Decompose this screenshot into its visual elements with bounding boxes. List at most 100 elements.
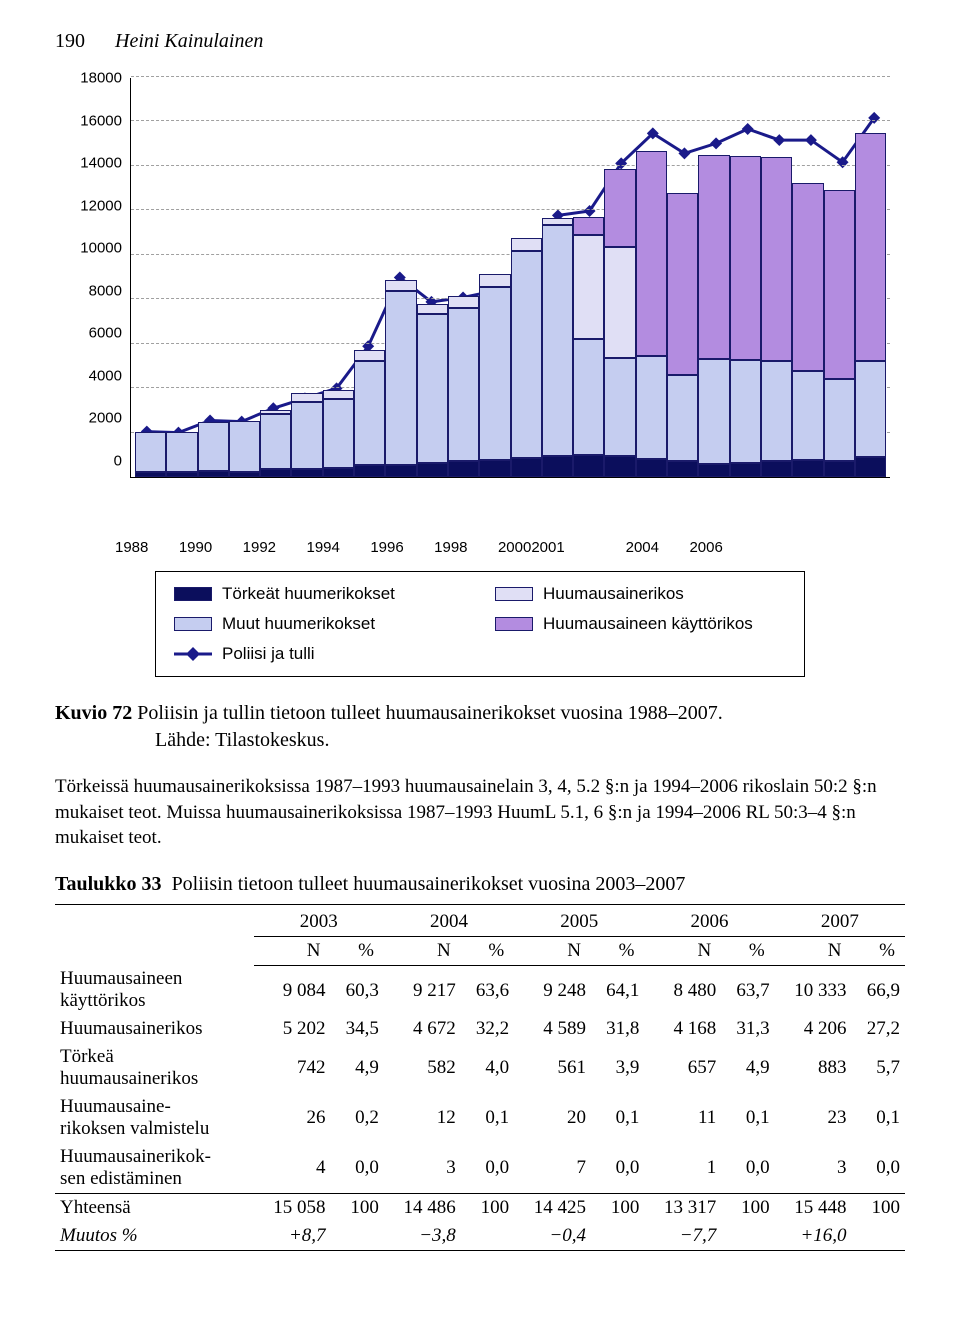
x-tick — [404, 539, 434, 556]
bar — [448, 296, 479, 477]
table-title: Taulukko 33 Poliisin tietoon tulleet huu… — [55, 873, 905, 896]
cell: 0,0 — [721, 1143, 774, 1194]
x-tick — [212, 539, 242, 556]
bar-segment — [229, 421, 260, 472]
y-tick: 0 — [70, 452, 122, 469]
bar-segment — [698, 359, 729, 463]
cell: 26 — [254, 1093, 331, 1143]
bar — [855, 133, 886, 477]
bar — [229, 421, 260, 477]
bar-segment — [855, 361, 886, 457]
legend-label: Törkeät huumerikokset — [222, 584, 395, 604]
bar-segment — [730, 360, 761, 462]
table-row: Törkeähuumausainerikos7424,95824,05613,9… — [55, 1043, 905, 1093]
caption-text: Poliisin ja tullin tietoon tulleet huuma… — [137, 702, 723, 724]
bar-segment — [792, 460, 823, 477]
cell: 63,7 — [721, 965, 774, 1015]
bar — [260, 410, 291, 477]
cell: 27,2 — [852, 1015, 905, 1043]
cell: 100 — [721, 1194, 774, 1223]
bar — [417, 304, 448, 477]
table-row: Huumausainerikok-sen edistäminen40,030,0… — [55, 1143, 905, 1194]
col-pct: % — [331, 936, 384, 965]
cell: 5 202 — [254, 1015, 331, 1043]
bar-segment — [730, 156, 761, 360]
legend-item: Muut huumerikokset — [174, 614, 465, 634]
bar-segment — [573, 235, 604, 339]
cell: 582 — [384, 1043, 461, 1093]
y-tick: 14000 — [70, 155, 122, 172]
color-swatch — [495, 617, 533, 631]
cell: 14 486 — [384, 1194, 461, 1223]
cell: 23 — [775, 1093, 852, 1143]
bar-segment — [761, 157, 792, 361]
bar-segment — [636, 151, 667, 355]
bar-segment — [479, 287, 510, 460]
x-tick — [276, 539, 306, 556]
x-tick: 2006 — [689, 539, 722, 556]
bar-segment — [291, 402, 322, 469]
x-axis: 1988199019921994199619982000200120042006 — [115, 533, 875, 556]
cell: 60,3 — [331, 965, 384, 1015]
cell: 1 — [644, 1143, 721, 1194]
table-year: 2004 — [384, 904, 514, 936]
color-swatch — [495, 587, 533, 601]
bar-segment — [824, 461, 855, 477]
bar-segment — [855, 133, 886, 362]
col-n: N — [514, 936, 591, 965]
cell: 4 — [254, 1143, 331, 1194]
x-tick — [784, 539, 814, 556]
table-prefix: Taulukko 33 — [55, 873, 162, 895]
cell: 4,9 — [721, 1043, 774, 1093]
x-tick — [723, 539, 753, 556]
x-tick: 1996 — [370, 539, 403, 556]
cell: 3,9 — [591, 1043, 644, 1093]
cell: 0,1 — [721, 1093, 774, 1143]
bar-segment — [448, 461, 479, 477]
bar-segment — [667, 193, 698, 375]
cell: 12 — [384, 1093, 461, 1143]
x-tick: 2001 — [531, 539, 564, 556]
row-label: Yhteensä — [55, 1194, 254, 1223]
bar — [667, 193, 698, 477]
cell: 100 — [852, 1194, 905, 1223]
cell: 883 — [775, 1043, 852, 1093]
table-year: 2007 — [775, 904, 905, 936]
page-number: 190 — [55, 30, 85, 53]
bar-segment — [260, 469, 291, 477]
bar — [385, 280, 416, 477]
bar-segment — [448, 308, 479, 461]
cell: −7,7 — [644, 1222, 721, 1251]
cell: 32,2 — [461, 1015, 514, 1043]
cell: +16,0 — [775, 1222, 852, 1251]
cell: 31,8 — [591, 1015, 644, 1043]
bar-segment — [354, 465, 385, 477]
y-axis: 1800016000140001200010000800060004000200… — [70, 78, 130, 478]
bar — [573, 217, 604, 477]
table-title-text: Poliisin tietoon tulleet huumausaineriko… — [172, 873, 686, 895]
legend-item: Poliisi ja tulli — [174, 644, 465, 664]
data-table: 20032004200520062007N%N%N%N%N% Huumausai… — [55, 904, 905, 1252]
bar-segment — [323, 399, 354, 468]
y-tick: 18000 — [70, 70, 122, 87]
bar-segment — [761, 461, 792, 477]
col-pct: % — [461, 936, 514, 965]
chart-legend: Törkeät huumerikoksetHuumausainerikosMuu… — [155, 571, 805, 677]
bar-segment — [511, 238, 542, 251]
bar-segment — [417, 304, 448, 314]
figure-caption: Kuvio 72 Poliisin ja tullin tietoon tull… — [55, 702, 905, 725]
table-row: Huumausaineenkäyttörikos9 08460,39 21763… — [55, 965, 905, 1015]
cell: 0,1 — [852, 1093, 905, 1143]
x-tick — [468, 539, 498, 556]
row-label: Törkeähuumausainerikos — [55, 1043, 254, 1093]
plot-area — [130, 78, 890, 478]
bar — [730, 156, 761, 477]
author-name: Heini Kainulainen — [115, 30, 263, 53]
bar-segment — [354, 361, 385, 465]
y-tick: 6000 — [70, 325, 122, 342]
cell: 4,0 — [461, 1043, 514, 1093]
cell: 0,0 — [461, 1143, 514, 1194]
cell — [331, 1222, 384, 1251]
bar-segment — [667, 461, 698, 477]
bar — [698, 155, 729, 477]
